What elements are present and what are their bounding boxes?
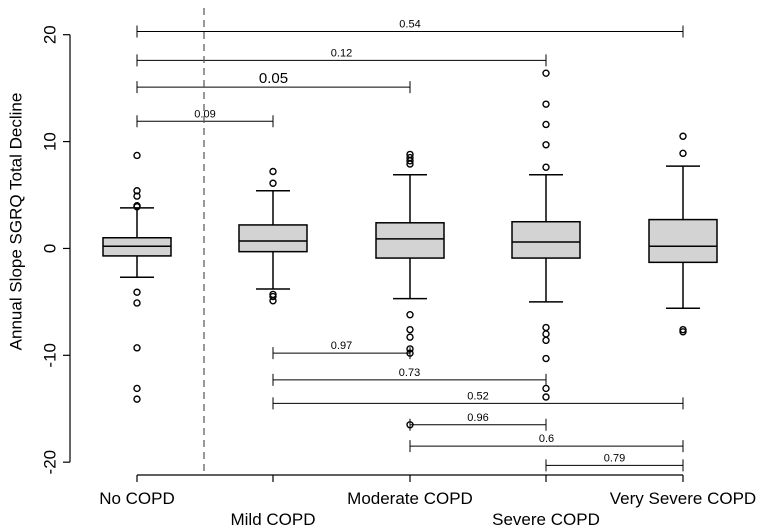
outlier-point	[679, 132, 687, 140]
box-iqr	[648, 218, 718, 264]
outlier-point	[542, 163, 550, 171]
outlier-point	[406, 160, 414, 168]
outlier-point	[406, 311, 414, 319]
y-tick-label: 20	[41, 25, 60, 44]
p-value-label: 0.54	[399, 19, 420, 31]
comparison-bracket: 0.73	[272, 367, 547, 386]
comparison-bracket: 0.05	[136, 70, 411, 94]
outlier-point	[269, 179, 277, 187]
p-value-label: 0.96	[467, 412, 488, 424]
outlier-point	[133, 299, 141, 307]
box-iqr	[238, 224, 308, 253]
outlier-point	[679, 328, 687, 336]
p-value-label: 0.6	[539, 433, 554, 445]
outlier-point	[406, 421, 414, 429]
comparison-bracket: 0.97	[272, 340, 411, 360]
y-tick-label: 0	[41, 244, 60, 253]
box-mild-copd	[238, 167, 308, 305]
x-category-label: Very Severe COPD	[610, 489, 756, 508]
outlier-point	[133, 151, 141, 160]
y-tick-label: -20	[41, 450, 60, 475]
outlier-point	[542, 120, 550, 129]
x-category-label: Moderate COPD	[347, 489, 473, 508]
outlier-point	[269, 292, 277, 301]
p-value-label: 0.73	[399, 367, 420, 379]
outlier-point	[542, 336, 550, 345]
outlier-point	[133, 288, 141, 296]
outlier-point	[542, 323, 550, 332]
outlier-point	[542, 141, 550, 149]
outlier-point	[133, 203, 141, 211]
y-tick-label: 10	[41, 132, 60, 151]
box-iqr	[511, 220, 581, 259]
outlier-point	[269, 167, 277, 176]
y-axis-label: Annual Slope SGRQ Total Decline	[7, 93, 26, 351]
outlier-point	[406, 349, 414, 357]
comparison-bracket: 0.09	[136, 108, 274, 128]
comparison-bracket: 0.79	[545, 452, 684, 472]
outlier-point	[679, 149, 687, 158]
p-value-label: 0.79	[604, 452, 625, 464]
comparison-bracket: 0.52	[272, 390, 684, 410]
comparison-bracket: 0.96	[409, 412, 547, 431]
outlier-point	[133, 384, 141, 393]
outlier-point	[269, 297, 277, 305]
axes: -20 -10 0 10 20 No COPD Mild COPD Moderate COPD…	[41, 8, 756, 529]
outlier-point	[406, 333, 414, 341]
box-moderate-copd	[375, 150, 445, 429]
outlier-point	[406, 157, 414, 165]
comparison-brackets: 0.54 0.12 0.05 0.09 0.97 0.73 0.52 0.96 0.6 0.79	[136, 19, 684, 472]
outlier-point	[133, 344, 141, 352]
box-very-severe-copd	[648, 132, 718, 336]
box-no-copd	[102, 151, 172, 403]
y-tick-label: -10	[41, 343, 60, 368]
outlier-point	[542, 69, 550, 77]
p-value-label: 0.52	[467, 390, 488, 402]
outlier-point	[542, 384, 550, 393]
p-value-label: 0.09	[194, 108, 215, 120]
p-value-label: 0.97	[331, 340, 352, 352]
outlier-point	[133, 395, 141, 403]
outlier-point	[542, 100, 550, 108]
outlier-point	[406, 325, 414, 334]
p-value-label: 0.05	[259, 70, 288, 87]
outlier-point	[406, 345, 414, 353]
outlier-point	[133, 192, 141, 200]
box-iqr	[375, 222, 445, 259]
comparison-bracket: 0.6	[409, 433, 684, 453]
x-category-label: No COPD	[99, 489, 175, 508]
x-category-label: Mild COPD	[230, 510, 315, 529]
comparison-bracket: 0.54	[136, 19, 684, 38]
p-value-label: 0.12	[331, 47, 352, 59]
box-severe-copd	[511, 69, 581, 401]
comparison-bracket: 0.12	[136, 47, 547, 67]
box-group	[102, 69, 718, 429]
outlier-point	[542, 393, 550, 401]
x-category-label: Severe COPD	[492, 510, 600, 529]
outlier-point	[542, 354, 550, 363]
outlier-point	[542, 330, 550, 338]
